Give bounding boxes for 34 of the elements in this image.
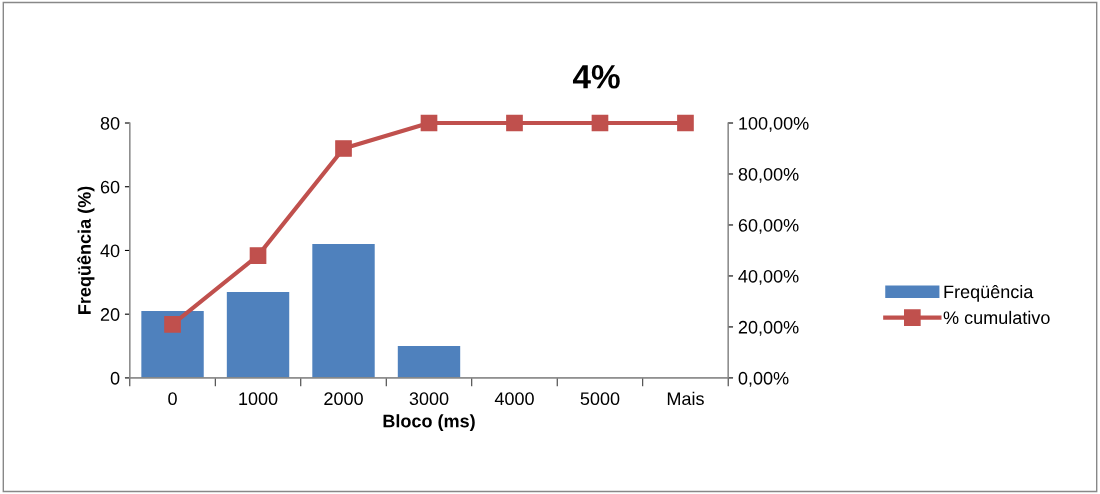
x-tick-label: 5000	[580, 392, 620, 406]
y-tick-label: 80	[100, 116, 120, 130]
y2-tick-label: 0,00%	[738, 371, 789, 387]
y-axis-title: Freqüência (%)	[77, 186, 95, 314]
point	[335, 140, 352, 157]
y-tick-label: 0	[110, 371, 120, 385]
bar	[226, 291, 290, 378]
y2-tick-label: 20,00%	[738, 320, 799, 336]
bar	[397, 346, 461, 378]
legend-label: Freqüência	[944, 284, 1034, 302]
point	[506, 114, 523, 132]
point	[591, 114, 609, 132]
x-axis-title: Bloco (ms)	[383, 414, 475, 432]
y2-tick-label: 80,00%	[738, 167, 799, 183]
y2-tick-label: 100,00%	[739, 116, 809, 132]
y2-tick-label: 40,00%	[738, 269, 799, 285]
y-tick-label: 60	[100, 180, 120, 194]
x-tick-label: 1000	[239, 392, 278, 406]
y-tick-label: 40	[100, 244, 120, 258]
point	[164, 316, 181, 333]
x-tick-label: 0	[168, 392, 177, 406]
x-tick-label: 2000	[324, 392, 363, 406]
point	[677, 114, 694, 132]
x-tick-label: Mais	[667, 391, 704, 406]
x-tick-label: 3000	[409, 392, 449, 406]
bar	[141, 311, 204, 378]
x-tick-label: 4000	[494, 392, 534, 406]
y2-tick-label: 60,00%	[738, 218, 799, 234]
legend-label: % cumulativo	[943, 310, 1050, 325]
chart-title: 4%	[572, 65, 620, 89]
point	[249, 247, 267, 264]
bar	[312, 244, 375, 378]
point	[420, 114, 438, 132]
y-tick-label: 20	[100, 308, 120, 321]
